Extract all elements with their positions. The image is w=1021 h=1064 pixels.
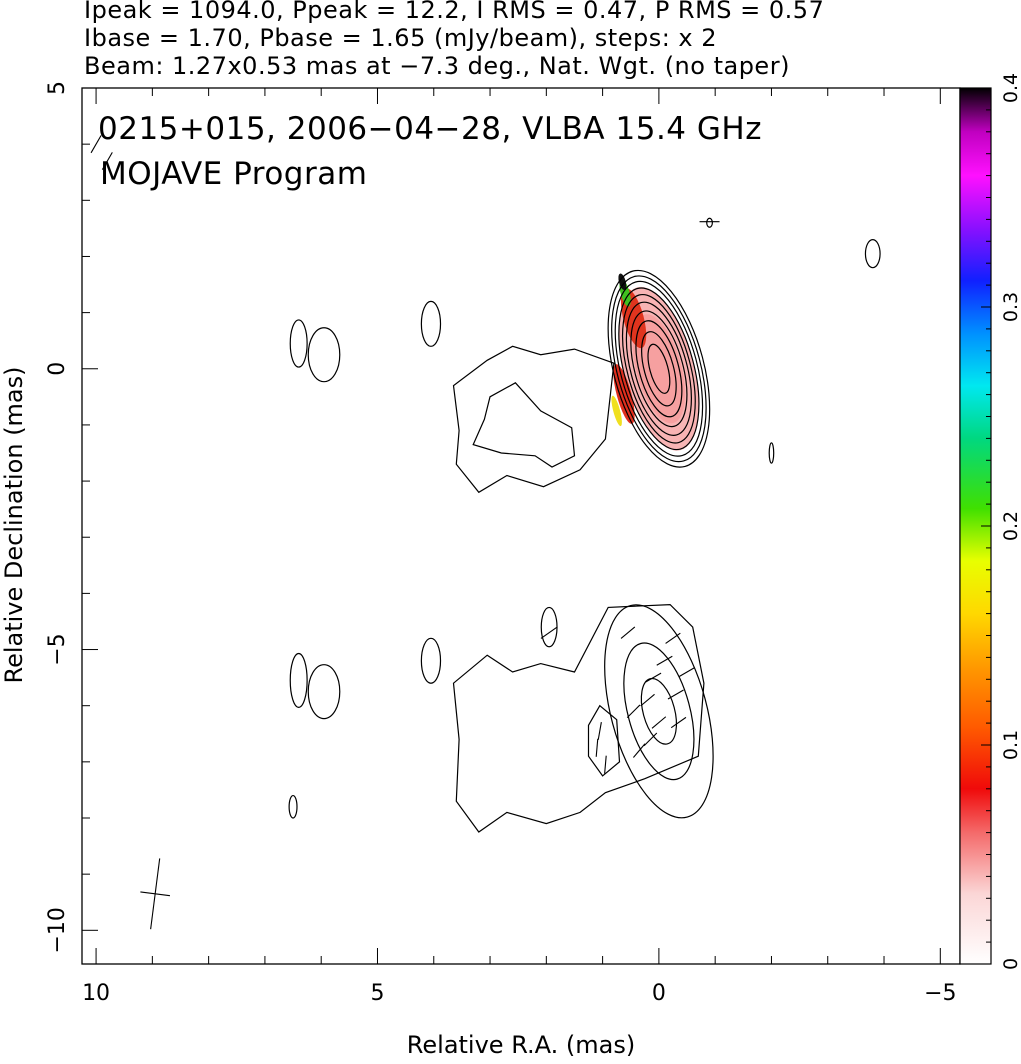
plot-content: [90, 135, 881, 930]
core-polarization-fill: [632, 314, 686, 424]
core-contour: [647, 343, 671, 394]
y-tick-label: 5: [45, 81, 70, 95]
evpa-vector: [540, 626, 558, 639]
core-contour: [618, 287, 700, 451]
colorbar-tick-label: 0.4: [1000, 73, 1021, 103]
core-contour: [641, 331, 677, 407]
core-contour: [607, 269, 711, 468]
evpa-vector: [670, 716, 687, 729]
jet-outer-contour: [452, 345, 615, 494]
lower-island-contour: [289, 652, 308, 708]
y-tick-label: −10: [45, 907, 70, 953]
y-tick-label: 0: [45, 362, 70, 376]
island-contour: [768, 442, 775, 464]
evpa-vector: [101, 152, 113, 170]
colorbar-tick-label: 0: [1000, 958, 1021, 970]
lower-core-contour: [604, 604, 714, 819]
evpa-vector: [626, 704, 641, 719]
y-tick-label: −5: [45, 633, 70, 665]
polarization-patch: [618, 273, 627, 290]
evpa-vector: [604, 755, 607, 774]
evpa-vector: [645, 672, 662, 683]
program-label: MOJAVE Program: [100, 156, 367, 192]
plot-frame: [81, 87, 961, 965]
evpa-vector: [632, 743, 646, 758]
x-tick-label: −5: [924, 981, 956, 1006]
evpa-vectors: [90, 135, 720, 930]
core-contour: [611, 275, 707, 463]
core-contour: [621, 293, 696, 444]
island-contour: [706, 217, 713, 228]
header-beam-info: Beam: 1.27x0.53 mas at −7.3 deg., Nat. W…: [84, 52, 790, 80]
island-contour: [420, 300, 442, 347]
polarization-patch: [611, 395, 622, 427]
x-axis-title: Relative R.A. (mas): [407, 1031, 635, 1059]
lower-core-contour: [623, 642, 695, 781]
x-tick-label: 0: [652, 981, 666, 1006]
core-contour: [625, 301, 692, 436]
x-tick-label: 10: [82, 981, 110, 1006]
evpa-vector: [651, 716, 667, 729]
evpa-vector: [90, 135, 102, 154]
evpa-vector: [595, 738, 599, 757]
header-base-levels: Ibase = 1.70, Pbase = 1.65 (mJy/beam), s…: [84, 24, 717, 52]
lower-island-contour: [288, 794, 298, 819]
evpa-vector: [667, 689, 684, 700]
evpa-vector: [656, 655, 673, 666]
colorbar-tick-label: 0.2: [1000, 511, 1021, 541]
intensity-contours: [288, 217, 881, 833]
evpa-vector: [665, 632, 681, 644]
lower-island-contour: [307, 664, 341, 720]
core-contour: [630, 310, 688, 428]
header-peak-stats: Ipeak = 1094.0, Ppeak = 12.2, I RMS = 0.…: [84, 0, 824, 24]
evpa-vector: [620, 626, 636, 639]
lower-core-contour: [640, 677, 678, 745]
colorbar-labels: 0 0.1 0.2 0.3 0.4: [1000, 73, 1021, 970]
lower-jet-outer-contour: [452, 603, 705, 833]
y-axis-title: Relative Declination (mas): [0, 366, 28, 683]
evpa-vector: [678, 667, 696, 677]
evpa-vector: [640, 693, 655, 707]
lower-island-contour: [540, 606, 558, 648]
core-contour: [635, 320, 683, 418]
core-contour: [614, 280, 704, 457]
colorbar-tick-label: 0.1: [1000, 730, 1021, 760]
evpa-vector: [643, 732, 658, 747]
x-tick-label: 5: [370, 981, 384, 1006]
island-contour: [307, 327, 341, 383]
axis-ticks: [82, 87, 941, 964]
jet-inner-contour: [472, 382, 576, 468]
source-label: 0215+015, 2006−04−28, VLBA 15.4 GHz: [98, 111, 762, 147]
evpa-vector: [597, 722, 602, 740]
island-contour: [289, 319, 308, 368]
axis-tick-labels: 10 5 0 −5 5 0 −5 −10: [45, 81, 957, 1006]
beam-minor-axis: [140, 891, 171, 897]
lower-pol-lobe: [587, 704, 621, 777]
island-contour: [864, 239, 881, 269]
lower-island-contour: [420, 637, 442, 684]
colorbar-ticks: [981, 87, 991, 965]
colorbar-tick-label: 0.3: [1000, 292, 1021, 322]
